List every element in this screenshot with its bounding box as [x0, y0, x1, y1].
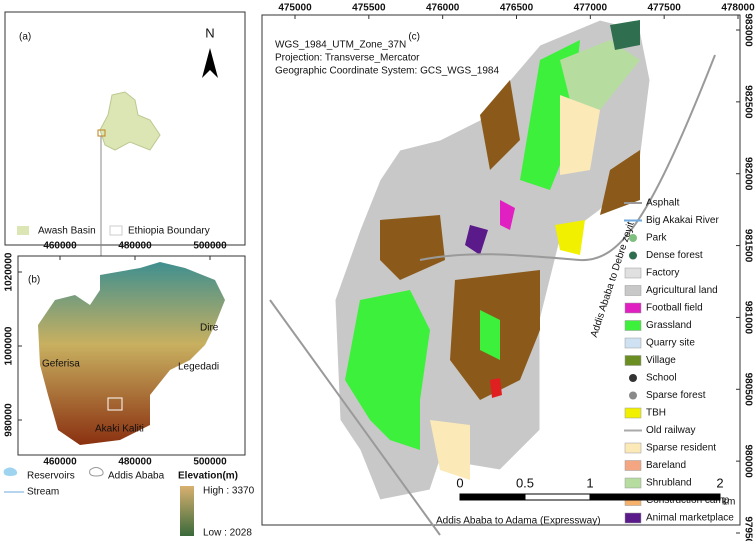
panel-label: (c) — [408, 32, 420, 43]
road-label: Addis Ababa to Adama (Expressway) — [436, 516, 601, 527]
north-label: N — [205, 25, 214, 40]
y-tick-label: 983000 — [742, 13, 753, 47]
road — [269, 299, 441, 536]
legend-label: Construction camp — [646, 495, 730, 506]
x-tick-label: 476500 — [500, 3, 534, 14]
legend-title: Elevation(m) — [178, 471, 238, 482]
legend-label: Grassland — [646, 320, 692, 331]
legend-swatch — [109, 225, 123, 236]
panel-label: (b) — [28, 275, 40, 286]
legend-label: Big Akakai River — [646, 215, 719, 226]
legend-label: Reservoirs — [27, 471, 75, 482]
legend-swatch — [624, 302, 642, 314]
legend-swatch — [624, 320, 642, 331]
legend-label: Animal marketplace — [646, 513, 734, 524]
legend-label: Old railway — [646, 425, 695, 436]
scale-label: 0 — [456, 475, 463, 490]
legend-swatch — [624, 285, 642, 296]
legend-label: Bareland — [646, 460, 686, 471]
legend-swatch — [629, 251, 637, 260]
y-tick-label: 979500 — [742, 516, 753, 541]
x-tick-label: 475000 — [278, 3, 312, 14]
north-arrow — [202, 48, 218, 78]
legend-swatch — [3, 467, 18, 476]
scale-label: 1 — [586, 475, 593, 490]
scale-unit: km — [722, 497, 735, 508]
y-tick-label: 981000 — [742, 301, 753, 335]
place-label: Dire — [200, 323, 219, 334]
legend-label: Awash Basin — [38, 226, 96, 237]
legend-swatch — [624, 460, 642, 471]
legend-label: Addis Ababa — [108, 471, 165, 482]
legend-label: Stream — [27, 487, 59, 498]
x-tick-label: 477000 — [574, 3, 608, 14]
x-tick-label: 478000 — [721, 3, 755, 14]
legend-label: Ethiopia Boundary — [128, 226, 210, 237]
projection-text: Projection: Transverse_Mercator — [275, 53, 420, 64]
legend-swatch — [624, 337, 642, 349]
y-tick-label: 1020000 — [4, 252, 15, 291]
legend-label: High : 3370 — [203, 486, 255, 497]
y-tick-label: 982000 — [742, 157, 753, 191]
legend-label: Asphalt — [646, 198, 680, 209]
y-tick-label: 980000 — [742, 444, 753, 478]
place-label: Geferisa — [42, 359, 80, 370]
x-tick-label: 500000 — [193, 457, 227, 468]
legend-label: TBH — [646, 408, 666, 419]
x-tick-label: 480000 — [118, 457, 152, 468]
legend-swatch — [629, 234, 637, 242]
legend-swatch — [624, 355, 642, 366]
scale-label: 0.5 — [516, 475, 534, 490]
projection-text: Geographic Coordinate System: GCS_WGS_19… — [275, 66, 499, 77]
legend-label: Low : 2028 — [203, 528, 252, 539]
legend-label: Factory — [646, 268, 679, 279]
legend-swatch — [629, 374, 637, 382]
legend-swatch — [624, 512, 642, 524]
legend-label: Dense forest — [646, 250, 703, 261]
legend-swatch — [629, 391, 637, 400]
x-tick-label: 477500 — [647, 3, 681, 14]
legend-label: Village — [646, 355, 676, 366]
y-tick-label: 982500 — [742, 85, 753, 119]
y-tick-label: 1000000 — [4, 326, 15, 365]
x-tick-label: 460000 — [43, 241, 77, 252]
x-tick-label: 476000 — [426, 3, 460, 14]
legend-label: School — [646, 373, 677, 384]
scale-segment — [524, 493, 591, 501]
legend-swatch — [89, 467, 104, 477]
study-area-box — [107, 397, 123, 411]
y-tick-label: 980000 — [4, 403, 15, 437]
scale-segment — [459, 493, 526, 501]
legend-swatch — [17, 226, 29, 235]
x-tick-label: 480000 — [118, 241, 152, 252]
legend-label: Sparse resident — [646, 443, 716, 454]
elevation-ramp — [180, 486, 194, 536]
legend-swatch — [624, 267, 642, 279]
legend-label: Park — [646, 233, 668, 244]
scale-segment — [589, 493, 721, 501]
place-label: Akaki Kaliti — [95, 424, 144, 435]
panel-label: (a) — [19, 32, 31, 43]
road — [419, 54, 716, 262]
projection-text: WGS_1984_UTM_Zone_37N — [275, 40, 406, 51]
x-tick-label: 500000 — [193, 241, 227, 252]
elevation-map — [38, 262, 225, 445]
place-label: Legedadi — [178, 362, 219, 373]
legend-swatch — [624, 407, 642, 419]
x-tick-label: 475500 — [352, 3, 386, 14]
legend-label: Football field — [646, 303, 703, 314]
y-tick-label: 980500 — [742, 373, 753, 407]
scale-label: 2 — [716, 475, 723, 490]
legend-label: Shrubland — [646, 478, 692, 489]
legend-swatch — [624, 477, 642, 489]
legend-label: Agricultural land — [646, 285, 718, 296]
y-tick-label: 981500 — [742, 229, 753, 263]
legend-label: Quarry site — [646, 338, 695, 349]
legend-label: Sparse forest — [646, 390, 706, 401]
legend-swatch — [624, 442, 642, 454]
x-tick-label: 460000 — [43, 457, 77, 468]
land-use-map — [334, 19, 651, 501]
